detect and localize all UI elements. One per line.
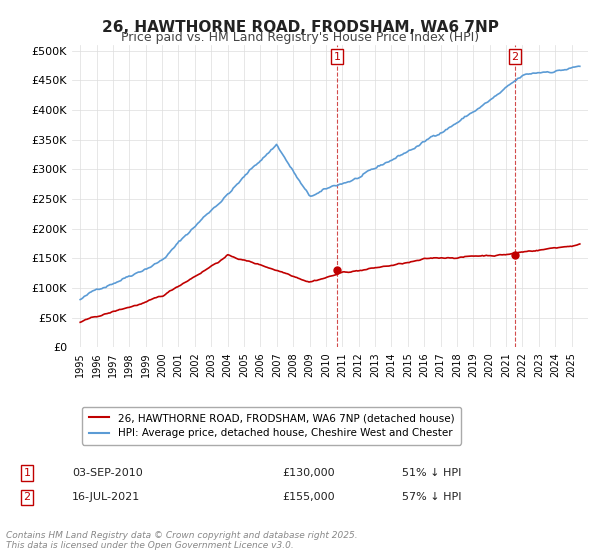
Text: 51% ↓ HPI: 51% ↓ HPI	[402, 468, 461, 478]
Text: 1: 1	[334, 52, 340, 62]
Text: £130,000: £130,000	[282, 468, 335, 478]
Text: 26, HAWTHORNE ROAD, FRODSHAM, WA6 7NP: 26, HAWTHORNE ROAD, FRODSHAM, WA6 7NP	[101, 20, 499, 35]
Text: 1: 1	[23, 468, 31, 478]
Text: 2: 2	[511, 52, 518, 62]
Text: £155,000: £155,000	[282, 492, 335, 502]
Text: 03-SEP-2010: 03-SEP-2010	[72, 468, 143, 478]
Text: 16-JUL-2021: 16-JUL-2021	[72, 492, 140, 502]
Legend: 26, HAWTHORNE ROAD, FRODSHAM, WA6 7NP (detached house), HPI: Average price, deta: 26, HAWTHORNE ROAD, FRODSHAM, WA6 7NP (d…	[82, 407, 461, 445]
Text: 2: 2	[23, 492, 31, 502]
Text: Price paid vs. HM Land Registry's House Price Index (HPI): Price paid vs. HM Land Registry's House …	[121, 31, 479, 44]
Text: Contains HM Land Registry data © Crown copyright and database right 2025.
This d: Contains HM Land Registry data © Crown c…	[6, 530, 358, 550]
Text: 57% ↓ HPI: 57% ↓ HPI	[402, 492, 461, 502]
